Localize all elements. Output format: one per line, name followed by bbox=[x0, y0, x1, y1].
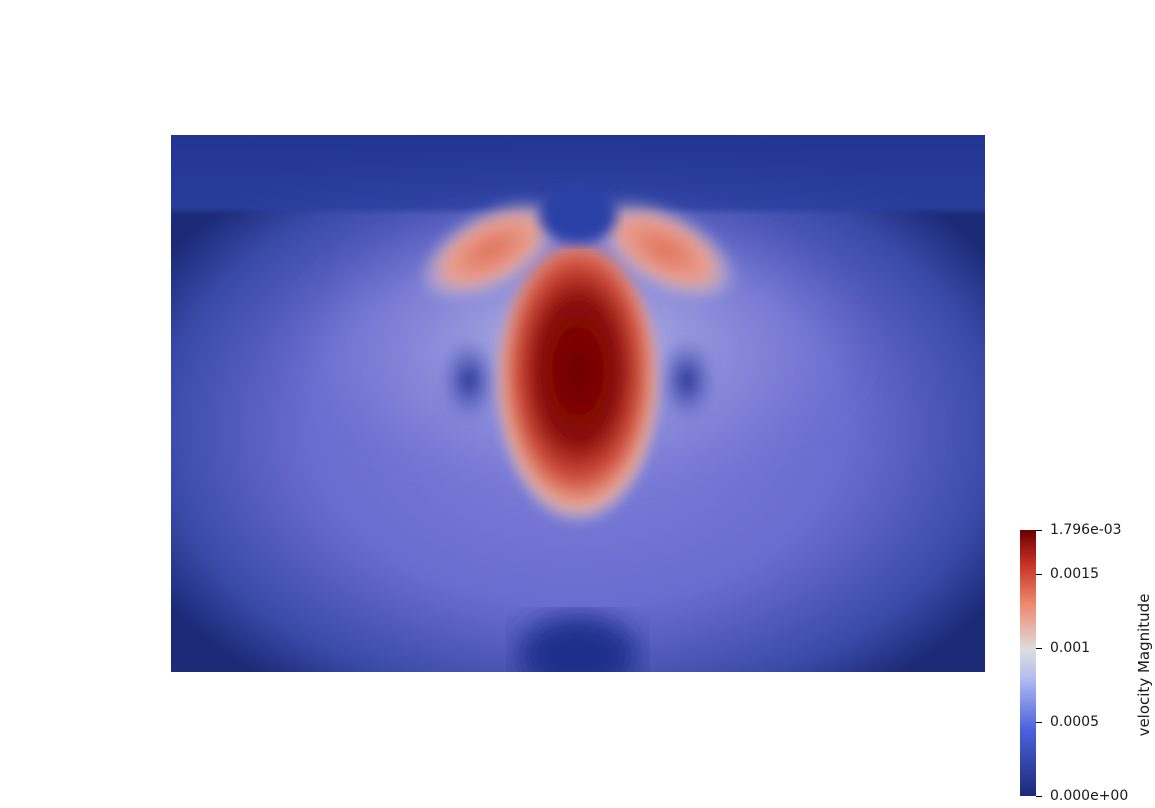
colorbar-tick-mark bbox=[1036, 796, 1042, 797]
colorbar-tick-mark bbox=[1036, 530, 1042, 531]
colorbar: 1.796e-03 0.0015 0.001 0.0005 0.000e+00 velo… bbox=[1020, 522, 1153, 804]
colorbar-title: velocity Magnitude bbox=[1135, 593, 1153, 737]
colorbar-tick-label: 0.001 bbox=[1050, 640, 1091, 656]
colorbar-tick-label: 1.796e-03 bbox=[1050, 522, 1122, 538]
colorbar-tick-mark bbox=[1036, 574, 1042, 575]
colorbar-tick-label: 0.0015 bbox=[1050, 566, 1099, 582]
colorbar-tick-mark bbox=[1036, 648, 1042, 649]
colorbar-tick-label: 0.000e+00 bbox=[1050, 788, 1129, 804]
colorbar-tick-mark bbox=[1036, 722, 1042, 723]
colorbar-tick-label: 0.0005 bbox=[1050, 714, 1099, 730]
velocity-magnitude-field bbox=[171, 135, 985, 672]
colorbar-gradient bbox=[1020, 530, 1036, 796]
